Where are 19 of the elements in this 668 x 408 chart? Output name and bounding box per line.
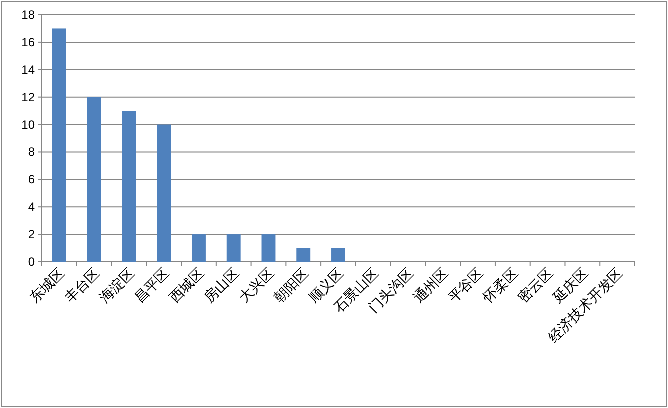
bar xyxy=(262,234,276,262)
y-tick-label: 18 xyxy=(22,8,36,22)
bar xyxy=(87,97,102,262)
bar xyxy=(296,248,311,262)
bar xyxy=(52,28,66,262)
y-tick-label: 12 xyxy=(22,90,36,104)
bar xyxy=(226,234,241,262)
y-tick-label: 4 xyxy=(28,200,36,214)
y-tick-label: 0 xyxy=(28,255,36,269)
bar xyxy=(332,248,346,262)
y-tick-label: 8 xyxy=(28,145,36,160)
y-tick-label: 14 xyxy=(22,62,36,77)
bar xyxy=(157,124,172,262)
y-tick-label: 2 xyxy=(28,228,36,242)
y-tick-label: 16 xyxy=(22,35,36,50)
y-tick-label: 10 xyxy=(22,118,36,132)
bar xyxy=(122,111,136,262)
bar xyxy=(192,234,206,262)
y-tick-label: 6 xyxy=(28,172,36,187)
